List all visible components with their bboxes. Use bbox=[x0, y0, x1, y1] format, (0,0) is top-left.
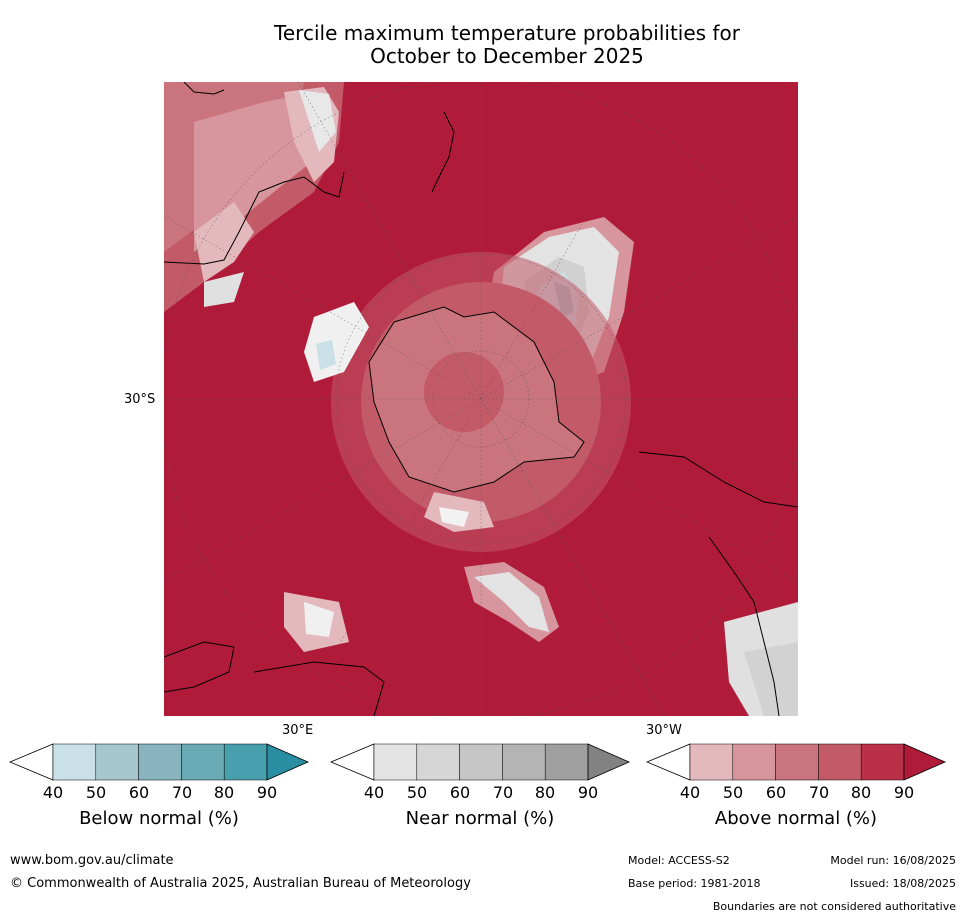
near-normal-region-nw bbox=[299, 90, 336, 152]
above-normal-label: Above normal (%) bbox=[714, 808, 878, 829]
title-line-1: Tercile maximum temperature probabilitie… bbox=[274, 21, 740, 45]
near-normal-colorbar bbox=[330, 743, 630, 781]
colorbar-swatch bbox=[181, 743, 225, 781]
graticule bbox=[164, 82, 798, 716]
colorbar-swatch bbox=[223, 743, 268, 781]
tick-label: 40 bbox=[42, 783, 64, 802]
colorbar-swatch bbox=[373, 743, 418, 781]
above-normal-colorbar bbox=[646, 743, 946, 781]
longitude-label-30e: 30°E bbox=[282, 723, 314, 738]
colorbar-extend-high bbox=[587, 743, 630, 781]
colorbar-swatch bbox=[860, 743, 905, 781]
latitude-label-30s: 30°S bbox=[124, 392, 156, 407]
colorbar-swatch bbox=[52, 743, 97, 781]
chart-title: Tercile maximum temperature probabilitie… bbox=[0, 22, 965, 68]
tick-label: 70 bbox=[808, 783, 830, 802]
colorbar-swatch bbox=[459, 743, 503, 781]
near-normal-patch-1 bbox=[204, 272, 244, 307]
probability-map[interactable] bbox=[164, 82, 798, 716]
tick-label: 80 bbox=[213, 783, 235, 802]
tick-label: 60 bbox=[449, 783, 471, 802]
tick-label: 80 bbox=[534, 783, 556, 802]
tick-label: 40 bbox=[679, 783, 701, 802]
tick-label: 70 bbox=[171, 783, 193, 802]
below-normal-ticks: 40 50 60 70 80 90 bbox=[9, 783, 309, 803]
website-link[interactable]: www.bom.gov.au/climate bbox=[10, 853, 174, 868]
colorbar-swatch bbox=[732, 743, 776, 781]
base-period-text: Base period: 1981-2018 bbox=[628, 877, 761, 890]
disclaimer-text: Boundaries are not considered authoritat… bbox=[712, 900, 956, 913]
colorbar-swatch bbox=[689, 743, 734, 781]
longitude-label-30w: 30°W bbox=[646, 723, 682, 738]
tick-label: 50 bbox=[722, 783, 744, 802]
tick-label: 50 bbox=[406, 783, 428, 802]
tick-label: 40 bbox=[363, 783, 385, 802]
tick-label: 90 bbox=[256, 783, 278, 802]
below-normal-patch-west bbox=[316, 340, 336, 370]
colorbar-swatch bbox=[502, 743, 546, 781]
colorbar-swatch bbox=[138, 743, 182, 781]
colorbar-extend-low bbox=[330, 743, 375, 781]
tick-label: 70 bbox=[492, 783, 514, 802]
model-text: Model: ACCESS-S2 bbox=[628, 854, 730, 867]
map-canvas bbox=[164, 82, 798, 716]
below-normal-colorbar bbox=[9, 743, 309, 781]
colorbar-swatch bbox=[95, 743, 139, 781]
model-run-text: Model run: 16/08/2025 bbox=[830, 854, 956, 867]
copyright-text: © Commonwealth of Australia 2025, Austra… bbox=[10, 876, 471, 891]
colorbar-extend-high bbox=[266, 743, 309, 781]
near-normal-patch-sw bbox=[304, 602, 334, 637]
colorbar-swatch bbox=[544, 743, 589, 781]
tick-label: 90 bbox=[577, 783, 599, 802]
near-normal-label: Near normal (%) bbox=[405, 808, 555, 829]
above-normal-ticks: 40 50 60 70 80 90 bbox=[646, 783, 946, 803]
issued-text: Issued: 18/08/2025 bbox=[849, 877, 956, 890]
above-normal-patch-1 bbox=[194, 202, 254, 282]
colorbar-swatch bbox=[775, 743, 819, 781]
near-normal-ticks: 40 50 60 70 80 90 bbox=[330, 783, 630, 803]
colorbar-extend-low bbox=[646, 743, 691, 781]
below-normal-label: Below normal (%) bbox=[79, 808, 239, 829]
tick-label: 80 bbox=[850, 783, 872, 802]
title-line-2: October to December 2025 bbox=[370, 44, 644, 68]
tick-label: 60 bbox=[765, 783, 787, 802]
near-normal-50-region-se bbox=[744, 642, 798, 716]
colorbar-swatch bbox=[818, 743, 862, 781]
tick-label: 90 bbox=[893, 783, 915, 802]
near-normal-patch-south bbox=[474, 572, 549, 632]
polar-cap bbox=[424, 352, 504, 432]
tick-label: 60 bbox=[128, 783, 150, 802]
colorbar-extend-low bbox=[9, 743, 54, 781]
colorbar-extend-high bbox=[903, 743, 946, 781]
colorbar-swatch bbox=[416, 743, 460, 781]
tick-label: 50 bbox=[85, 783, 107, 802]
near-normal-patch-pole bbox=[439, 507, 469, 527]
coastlines bbox=[164, 82, 798, 716]
